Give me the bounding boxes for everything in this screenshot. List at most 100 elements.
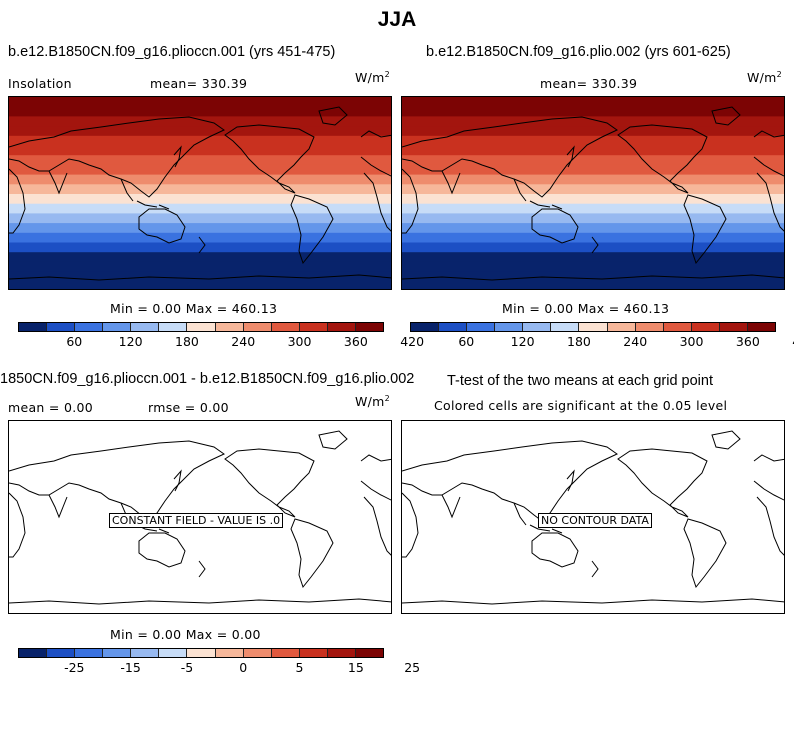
insolation-band — [9, 174, 391, 185]
insolation-band — [402, 126, 784, 137]
colorbar-swatch — [159, 649, 188, 657]
colorbar-swatch — [299, 323, 328, 331]
insolation-band — [9, 106, 391, 117]
panel3-title: 1850CN.f09_g16.plioccn.001 - b.e12.B1850… — [0, 371, 415, 387]
coastline — [138, 208, 186, 244]
coastline — [290, 194, 334, 265]
colorbar-swatch — [19, 323, 48, 331]
insolation-band — [9, 194, 391, 205]
insolation-band — [402, 116, 784, 127]
coastline — [711, 106, 741, 126]
coastline — [513, 502, 563, 534]
insolation-band — [9, 261, 391, 273]
coastline — [566, 145, 575, 168]
colorbar-tick-label: 300 — [287, 334, 312, 349]
panel4-title: T-test of the two means at each grid poi… — [447, 373, 713, 389]
colorbar-tick-label: 15 — [347, 660, 364, 675]
panel2-title: b.e12.B1850CN.f09_g16.plio.002 (yrs 601-… — [426, 44, 731, 60]
colorbar-tick-label: 240 — [231, 334, 256, 349]
colorbar-swatch — [579, 323, 608, 331]
coastline — [9, 168, 26, 234]
panel1-title: b.e12.B1850CN.f09_g16.plioccn.001 (yrs 4… — [8, 44, 336, 60]
coastline — [9, 440, 225, 522]
coastline — [173, 145, 182, 168]
coastline — [120, 178, 170, 210]
coastline — [402, 116, 618, 198]
colorbar-tick-label: 240 — [623, 334, 648, 349]
colorbar-swatch — [159, 323, 188, 331]
coastline — [402, 492, 419, 558]
colorbar-swatch — [551, 323, 580, 331]
coastline — [224, 124, 315, 194]
insolation-band — [402, 261, 784, 273]
panel2-mean-label: mean= 330.39 — [540, 76, 638, 91]
coastline — [9, 598, 391, 605]
coastlines — [9, 106, 391, 281]
coastline — [402, 168, 419, 234]
coastline — [753, 454, 784, 501]
colorbar-swatch — [187, 649, 216, 657]
insolation-band — [9, 252, 391, 263]
panel4-no-contour-label: NO CONTOUR DATA — [538, 513, 652, 528]
insolation-band — [402, 164, 784, 176]
insolation-band — [402, 213, 784, 224]
panel2-colorbar — [410, 322, 776, 332]
panel3-minmax: Min = 0.00 Max = 0.00 — [110, 627, 261, 642]
coastline — [9, 492, 26, 558]
colorbar-tick-label: 60 — [458, 334, 475, 349]
coastline — [566, 469, 575, 492]
insolation-band — [402, 135, 784, 147]
colorbar-swatch — [467, 323, 496, 331]
coastline — [402, 274, 784, 281]
insolation-band — [9, 97, 391, 108]
coastline — [441, 170, 461, 195]
insolation-band — [402, 174, 784, 185]
coastline — [591, 236, 599, 254]
coastline — [591, 560, 599, 578]
insolation-band — [402, 145, 784, 156]
insolation-band — [402, 252, 784, 263]
panel1-map — [8, 96, 392, 290]
insolation-band — [9, 126, 391, 137]
colorbar-swatch — [327, 649, 356, 657]
insolation-band — [9, 223, 391, 234]
coastline — [402, 440, 618, 522]
coastline — [360, 454, 391, 501]
colorbar-tick-label: 25 — [404, 660, 421, 675]
insolation-band — [402, 184, 784, 195]
coastline — [683, 518, 727, 589]
insolation-band — [9, 116, 391, 127]
colorbar-tick-label: 420 — [400, 334, 425, 349]
coastline — [441, 494, 461, 519]
insolation-band — [9, 155, 391, 166]
colorbar-tick-label: 180 — [174, 334, 199, 349]
panel1-variable-label: Insolation — [8, 76, 72, 91]
coastline — [318, 430, 348, 450]
colorbar-tick-label: 420 — [792, 334, 794, 349]
colorbar-swatch — [495, 323, 524, 331]
coastline — [617, 448, 708, 518]
coastline — [756, 496, 784, 556]
insolation-band — [402, 194, 784, 205]
colorbar-swatch — [523, 323, 552, 331]
colorbar-swatch — [355, 323, 384, 331]
panel3-rmse-label: rmse = 0.00 — [148, 400, 229, 415]
panel1-colorbar — [18, 322, 384, 332]
colorbar-swatch — [355, 649, 384, 657]
insolation-band — [402, 155, 784, 166]
coastline — [513, 178, 563, 210]
insolation-field — [9, 97, 391, 289]
insolation-band — [402, 106, 784, 117]
coastline — [683, 194, 727, 265]
colorbar-tick-label: 300 — [679, 334, 704, 349]
colorbar-swatch — [47, 323, 76, 331]
coastline — [753, 130, 784, 177]
coastlines — [402, 106, 784, 281]
colorbar-swatch — [747, 323, 776, 331]
panel2-colorbar-ticks: 60 120 180 240 300 360 420 — [410, 334, 794, 350]
colorbar-swatch — [299, 649, 328, 657]
coastline — [363, 172, 391, 232]
panel3-mean-label: mean = 0.00 — [8, 400, 94, 415]
insolation-band — [402, 97, 784, 108]
colorbar-swatch — [327, 323, 356, 331]
